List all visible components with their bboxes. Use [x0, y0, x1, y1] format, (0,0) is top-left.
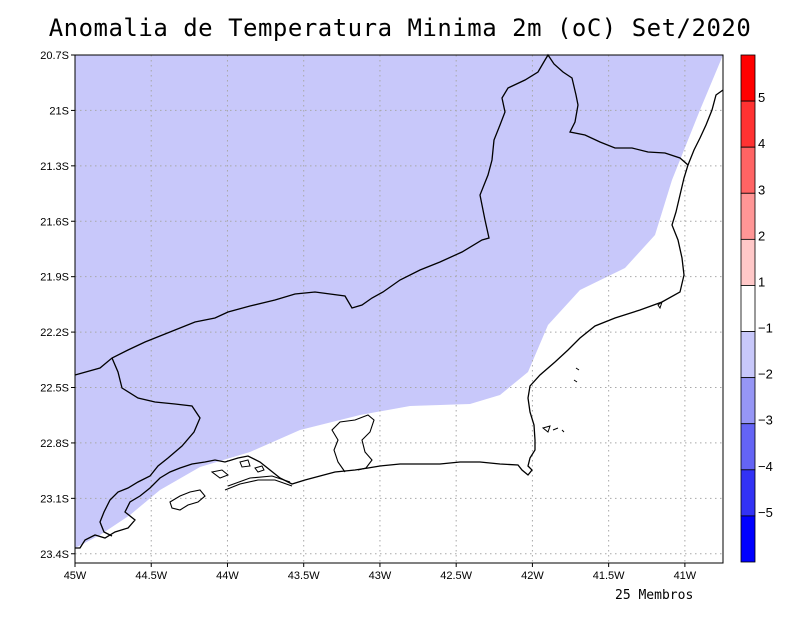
colorbar-label: −3	[758, 413, 773, 428]
longitude-tick-label: 43.5W	[288, 570, 320, 582]
colorbar-swatch	[740, 285, 756, 332]
colorbar: 5 4 3 2 1 −1 −2 −3 −4 −5	[740, 54, 773, 563]
latitude-tick-labels: 20.7S 21S 21.3S 21.6S 21.9S 22.2S 22.5S 22.8S 23…	[40, 50, 75, 561]
guanabara-bay	[331, 414, 375, 473]
longitude-tick-label: 44.5W	[135, 570, 167, 582]
latitude-tick-label: 23.1S	[40, 493, 69, 505]
colorbar-label: 4	[758, 136, 765, 151]
latitude-tick-label: 22.8S	[40, 438, 69, 450]
colorbar-swatch	[740, 146, 756, 194]
latitude-tick-label: 23.4S	[40, 549, 69, 561]
longitude-tick-label: 44W	[216, 570, 239, 582]
colorbar-label: −2	[758, 367, 773, 382]
grid-lines	[75, 55, 723, 563]
latitude-tick-label: 22.2S	[40, 327, 69, 339]
longitude-tick-label: 45W	[64, 570, 87, 582]
longitude-tick-label: 42.5W	[440, 570, 472, 582]
inland-boundary	[99, 357, 201, 537]
colorbar-label: −4	[758, 459, 773, 474]
colorbar-swatch	[740, 423, 756, 471]
latitude-tick-label: 21S	[49, 105, 69, 117]
coastline-north	[687, 89, 724, 166]
colorbar-label: −1	[758, 321, 773, 336]
marambaia-restinga	[224, 475, 293, 491]
colorbar-swatch	[740, 469, 756, 517]
map-title: Anomalia de Temperatura Minima 2m (oC) S…	[48, 14, 752, 42]
longitude-tick-label: 41W	[674, 570, 697, 582]
colorbar-label: −5	[758, 505, 773, 520]
ensemble-members-label: 25 Membros	[615, 588, 694, 603]
island-2	[541, 300, 663, 433]
longitude-tick-label: 42W	[521, 570, 544, 582]
longitude-tick-labels: 45W 44.5W 44W 43.5W 43W 42.5W 42W 41.5W 41W	[64, 563, 697, 582]
colorbar-swatch	[740, 100, 756, 148]
latitude-tick-label: 21.9S	[40, 272, 69, 284]
colorbar-label: 3	[758, 182, 765, 197]
longitude-tick-label: 43W	[369, 570, 392, 582]
colorbar-label: 1	[758, 274, 765, 289]
map-frame	[74, 54, 724, 564]
latitude-tick-label: 21.6S	[40, 216, 69, 228]
colorbar-swatch	[740, 515, 756, 563]
latitude-tick-label: 20.7S	[40, 50, 69, 62]
latitude-tick-label: 21.3S	[40, 161, 69, 173]
colorbar-swatch	[740, 331, 756, 379]
negative-anomaly-area	[75, 55, 723, 548]
colorbar-label: 5	[758, 90, 765, 105]
latitude-tick-label: 22.5S	[40, 383, 69, 395]
ilha-grande	[169, 489, 206, 511]
colorbar-swatch	[740, 54, 756, 102]
colorbar-swatch	[740, 192, 756, 240]
colorbar-swatch	[740, 377, 756, 425]
longitude-tick-label: 41.5W	[593, 570, 625, 582]
colorbar-swatch	[740, 238, 756, 286]
state-boundary	[74, 53, 689, 549]
colorbar-label: 2	[758, 228, 765, 243]
island-1	[210, 459, 265, 479]
